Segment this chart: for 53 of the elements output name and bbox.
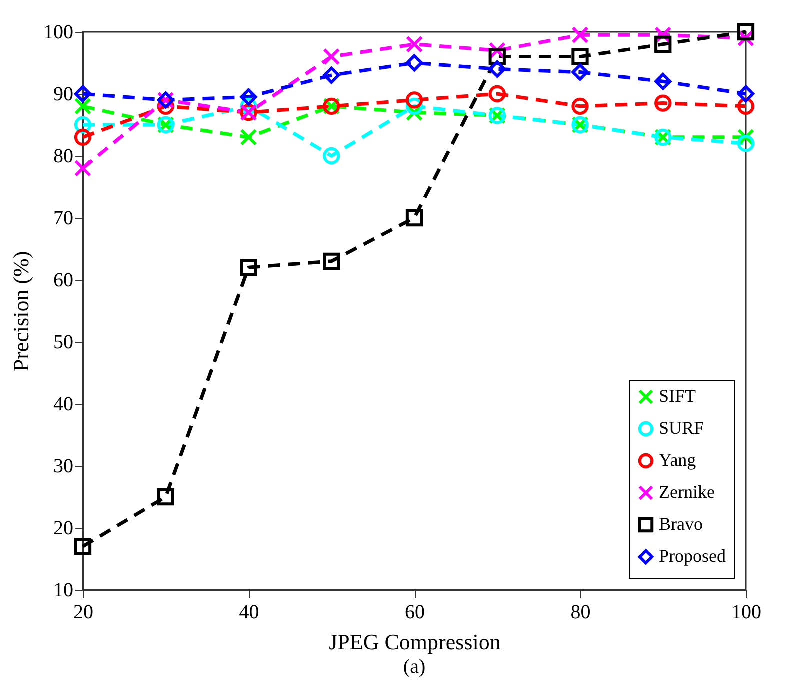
y-axis-title: Precision (%)	[8, 251, 34, 372]
point	[323, 66, 340, 84]
x-tick-label: 100	[732, 602, 762, 624]
point	[572, 64, 589, 81]
point	[654, 73, 672, 90]
point	[572, 48, 589, 66]
x-tick-label: 20	[74, 602, 94, 624]
point	[737, 23, 755, 41]
y-tick-label: 20	[54, 518, 74, 540]
point	[323, 252, 340, 270]
y-tick-label: 90	[54, 84, 74, 106]
legend-label: Bravo	[659, 514, 703, 534]
point	[240, 88, 258, 106]
point	[572, 26, 589, 44]
legend-label: SURF	[659, 418, 704, 438]
y-tick-label: 10	[54, 580, 74, 602]
point	[74, 85, 92, 103]
text: (a)	[403, 656, 426, 678]
legend-label: SIFT	[659, 386, 696, 406]
point	[488, 85, 506, 103]
x-tick-label: 80	[570, 602, 591, 624]
legend-label: Zernike	[659, 482, 715, 502]
point	[74, 538, 92, 556]
y-tick-label: 80	[54, 146, 74, 168]
point	[572, 98, 589, 115]
point	[74, 128, 92, 146]
point	[406, 209, 424, 227]
y-tick-label: 40	[54, 394, 74, 416]
y-tick-label: 100	[44, 22, 74, 44]
y-tick-label: 60	[54, 270, 74, 292]
point	[240, 128, 258, 146]
point	[323, 147, 340, 165]
point	[737, 85, 755, 103]
x-axis-title: JPEG Compression	[329, 630, 501, 654]
y-tick-label: 30	[54, 456, 74, 478]
y-tick-label: 70	[54, 208, 74, 230]
legend-label: Proposed	[659, 546, 726, 566]
point	[74, 160, 92, 177]
point	[654, 94, 672, 112]
point	[488, 60, 506, 78]
point	[157, 488, 174, 506]
x-tick-label: 60	[405, 602, 425, 624]
legend-label: Yang	[659, 450, 696, 470]
point	[323, 48, 340, 66]
x-tick-label: 40	[239, 602, 260, 624]
y-tick-label: 50	[54, 332, 74, 354]
point	[654, 36, 672, 53]
point	[406, 54, 424, 72]
point	[240, 259, 258, 276]
point	[406, 36, 424, 53]
point	[737, 135, 755, 152]
point	[74, 98, 92, 115]
point	[406, 92, 424, 109]
